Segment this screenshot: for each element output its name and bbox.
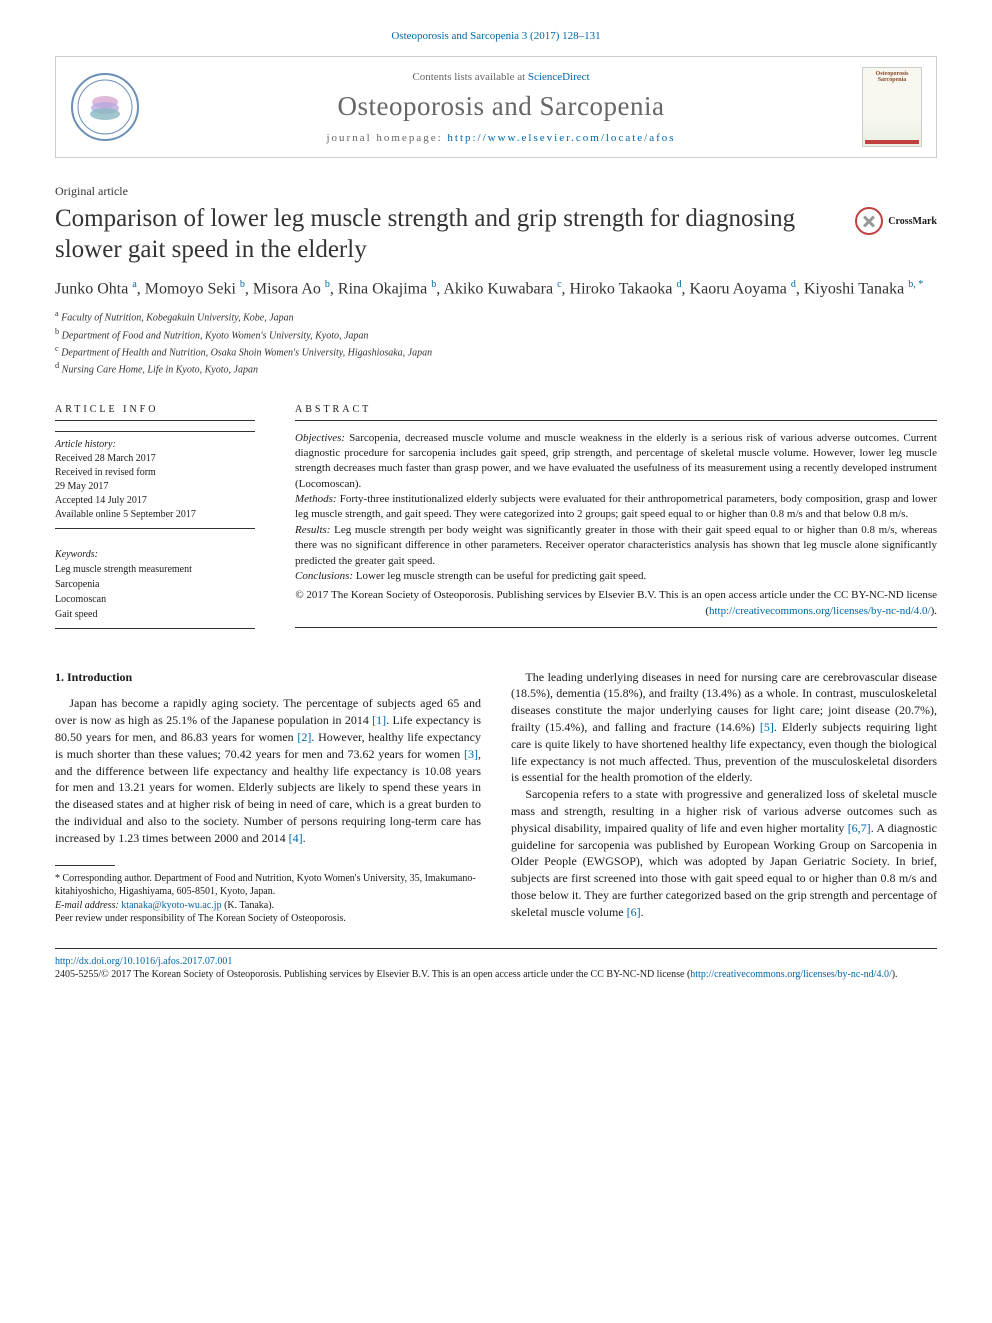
abstract-body: Objectives: Sarcopenia, decreased muscle… (295, 431, 937, 629)
article-title: Comparison of lower leg muscle strength … (55, 203, 835, 266)
authors-list: Junko Ohta a, Momoyo Seki b, Misora Ao b… (55, 278, 937, 301)
footnotes: * Corresponding author. Department of Fo… (55, 872, 481, 926)
ref-6-link[interactable]: [6] (627, 905, 641, 919)
results-text: Leg muscle strength per body weight was … (295, 524, 937, 567)
body-columns: 1. Introduction Japan has become a rapid… (55, 669, 937, 926)
journal-cover-thumbnail: Osteoporosis Sarcopenia (862, 67, 922, 147)
history-label: Article history: (55, 438, 255, 452)
crossmark-badge[interactable]: CrossMark (855, 207, 937, 235)
page-footer: http://dx.doi.org/10.1016/j.afos.2017.07… (55, 955, 937, 982)
history-lines: Received 28 March 2017Received in revise… (55, 452, 255, 522)
p1e: . (303, 831, 306, 845)
ref-6-7-link[interactable]: [6,7] (848, 821, 871, 835)
homepage-link[interactable]: http://www.elsevier.com/locate/afos (447, 132, 675, 144)
methods-label: Methods: (295, 493, 337, 505)
footer-cc-link[interactable]: http://creativecommons.org/licenses/by-n… (690, 969, 891, 980)
cc-license-link[interactable]: http://creativecommons.org/licenses/by-n… (709, 605, 931, 617)
cover-title: Osteoporosis Sarcopenia (863, 68, 921, 83)
journal-reference: Osteoporosis and Sarcopenia 3 (2017) 128… (55, 30, 937, 42)
article-info-heading: ARTICLE INFO (55, 404, 255, 421)
corresponding-author: * Corresponding author. Department of Fo… (55, 872, 481, 899)
article-info: ARTICLE INFO Article history: Received 2… (55, 404, 255, 629)
objectives-text: Sarcopenia, decreased muscle volume and … (295, 432, 937, 490)
ref-4-link[interactable]: [4] (289, 831, 303, 845)
ref-3-link[interactable]: [3] (464, 747, 478, 761)
header-center: Contents lists available at ScienceDirec… (158, 71, 844, 144)
ref-1-link[interactable]: [1] (372, 713, 386, 727)
p1d: , and the difference between life expect… (55, 747, 481, 845)
p3b: . A diagnostic guideline for sarcopenia … (511, 821, 937, 919)
peer-review-note: Peer review under responsibility of The … (55, 912, 481, 926)
footer-copyright: 2405-5255/© 2017 The Korean Society of O… (55, 968, 937, 982)
corr-star: * (55, 873, 63, 884)
article-type: Original article (55, 184, 937, 199)
copyright-suffix: ). (931, 605, 937, 617)
abstract-copyright: © 2017 The Korean Society of Osteoporosi… (295, 588, 937, 619)
sciencedirect-link[interactable]: ScienceDirect (528, 71, 590, 83)
objectives-label: Objectives: (295, 432, 345, 444)
journal-name: Osteoporosis and Sarcopenia (158, 91, 844, 122)
society-logo (70, 72, 140, 142)
journal-header: Contents lists available at ScienceDirec… (55, 56, 937, 158)
footer-suffix: ). (892, 969, 898, 980)
conclusions-label: Conclusions: (295, 570, 353, 582)
contents-available-line: Contents lists available at ScienceDirec… (158, 71, 844, 83)
footnote-rule (55, 865, 115, 866)
affiliations: a Faculty of Nutrition, Kobegakuin Unive… (55, 308, 937, 377)
p3c: . (641, 905, 644, 919)
page-footer-rule (55, 948, 937, 949)
intro-para-2: The leading underlying diseases in need … (511, 669, 937, 787)
corresponding-email-link[interactable]: ktanaka@kyoto-wu.ac.jp (121, 900, 221, 911)
section-1-heading: 1. Introduction (55, 669, 481, 686)
doi-link[interactable]: http://dx.doi.org/10.1016/j.afos.2017.07… (55, 956, 232, 967)
right-column: The leading underlying diseases in need … (511, 669, 937, 926)
ref-2-link[interactable]: [2] (297, 730, 311, 744)
keywords-label: Keywords: (55, 547, 255, 562)
info-abstract-row: ARTICLE INFO Article history: Received 2… (55, 404, 937, 629)
crossmark-icon (855, 207, 883, 235)
keyword-lines: Leg muscle strength measurementSarcopeni… (55, 562, 255, 622)
conclusions-text: Lower leg muscle strength can be useful … (353, 570, 646, 582)
ref-5-link[interactable]: [5] (760, 720, 774, 734)
email-line: E-mail address: ktanaka@kyoto-wu.ac.jp (… (55, 899, 481, 913)
intro-para-3: Sarcopenia refers to a state with progre… (511, 786, 937, 920)
article-history: Article history: Received 28 March 2017R… (55, 431, 255, 529)
methods-text: Forty-three institutionalized elderly su… (295, 493, 937, 520)
issn-copy: 2405-5255/© 2017 The Korean Society of O… (55, 969, 690, 980)
homepage-prefix: journal homepage: (326, 132, 447, 144)
email-suffix: (K. Tanaka). (222, 900, 274, 911)
email-label: E-mail address: (55, 900, 121, 911)
keywords-block: Keywords: Leg muscle strength measuremen… (55, 541, 255, 629)
left-column: 1. Introduction Japan has become a rapid… (55, 669, 481, 926)
results-label: Results: (295, 524, 330, 536)
intro-para-1: Japan has become a rapidly aging society… (55, 695, 481, 846)
page-container: Osteoporosis and Sarcopenia 3 (2017) 128… (0, 0, 992, 1022)
abstract: ABSTRACT Objectives: Sarcopenia, decreas… (295, 404, 937, 629)
cover-bar (865, 140, 919, 144)
corr-text: Corresponding author. Department of Food… (55, 873, 476, 898)
journal-homepage-line: journal homepage: http://www.elsevier.co… (158, 132, 844, 144)
crossmark-label: CrossMark (888, 216, 937, 227)
contents-prefix: Contents lists available at (412, 71, 527, 83)
title-row: Comparison of lower leg muscle strength … (55, 203, 937, 266)
abstract-heading: ABSTRACT (295, 404, 937, 421)
